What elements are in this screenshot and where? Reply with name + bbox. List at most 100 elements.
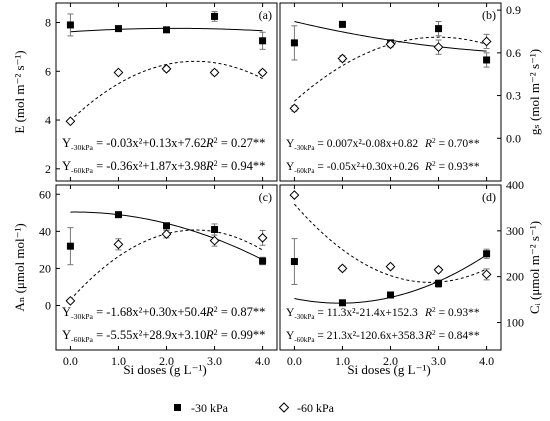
r-squared-60kpa: R2 = 0.84** bbox=[424, 328, 480, 342]
data-point-60kpa bbox=[433, 42, 444, 53]
data-point-30kpa bbox=[387, 291, 394, 299]
equation-60kpa: Y-60kPa = -0.05x²+0.30x+0.26 bbox=[286, 161, 419, 175]
data-point-30kpa bbox=[163, 26, 170, 34]
y-tick-label: 200 bbox=[506, 270, 524, 284]
panel-label: (d) bbox=[482, 190, 496, 204]
y-tick-label: 400 bbox=[506, 178, 524, 192]
data-point-30kpa bbox=[211, 225, 219, 233]
data-point-60kpa bbox=[161, 229, 172, 240]
y-axis-title: Cᵢ (μmol m⁻² s⁻¹) bbox=[527, 221, 542, 314]
y-tick-label: 0 bbox=[45, 299, 51, 313]
plot-frame bbox=[55, 184, 278, 351]
y-axis-title: gₛ (mol m⁻² s⁻¹) bbox=[527, 49, 542, 135]
x-tick-label: 1.0 bbox=[111, 354, 126, 368]
r-squared-60kpa: R2 = 0.94** bbox=[205, 159, 265, 173]
data-point-60kpa bbox=[481, 269, 492, 280]
data-point-60kpa bbox=[385, 261, 396, 272]
data-point-60kpa bbox=[385, 39, 396, 50]
plot-frame bbox=[279, 2, 502, 182]
r-squared-60kpa: R2 = 0.93** bbox=[424, 159, 480, 173]
x-tick-label: 4.0 bbox=[479, 354, 494, 368]
y-tick-label: 2 bbox=[45, 162, 51, 176]
data-point-60kpa bbox=[481, 36, 492, 47]
data-point-60kpa bbox=[337, 263, 348, 274]
x-tick-label: 3.0 bbox=[431, 354, 446, 368]
data-point-60kpa bbox=[257, 232, 268, 243]
data-point-60kpa bbox=[209, 67, 220, 78]
data-point-30kpa bbox=[290, 39, 298, 47]
data-point-30kpa bbox=[259, 257, 267, 265]
r-squared-60kpa: R2 = 0.99** bbox=[205, 328, 265, 342]
y-tick-label: 20 bbox=[39, 261, 51, 275]
x-tick-label: 0.0 bbox=[287, 354, 302, 368]
equation-30kpa: Y-30kPa = -0.03x²+0.13x+7.62 bbox=[62, 136, 206, 152]
data-point-30kpa bbox=[211, 12, 219, 20]
legend-marker-filled-square bbox=[174, 404, 181, 411]
data-point-60kpa bbox=[161, 63, 172, 74]
data-point-30kpa bbox=[290, 258, 298, 266]
panel-4: 0.0 1.0 2.0 3.0 4.0 100 200 300 400 Cᵢ (μmol m⁻² … bbox=[279, 178, 542, 368]
equation-60kpa: Y-60kPa = -0.36x²+1.87x+3.98 bbox=[62, 159, 206, 175]
y-tick-label: 40 bbox=[39, 224, 51, 238]
data-point-30kpa bbox=[259, 37, 267, 45]
r-squared-30kpa: R2 = 0.27** bbox=[205, 136, 265, 150]
data-point-30kpa bbox=[435, 280, 443, 288]
data-point-30kpa bbox=[338, 20, 346, 28]
r-squared-30kpa: R2 = 0.87** bbox=[205, 305, 265, 319]
data-point-60kpa bbox=[289, 103, 300, 114]
y-tick-label: 100 bbox=[506, 316, 524, 330]
data-point-30kpa bbox=[66, 21, 74, 29]
data-point-60kpa bbox=[113, 67, 124, 78]
data-point-30kpa bbox=[483, 250, 491, 258]
legend-marker-open-diamond bbox=[278, 402, 290, 413]
y-tick-label: 300 bbox=[506, 224, 524, 238]
y-tick-label: 8 bbox=[45, 16, 51, 30]
panel-label: (b) bbox=[482, 8, 496, 22]
y-axis-title: E (mol m⁻² s⁻¹) bbox=[12, 50, 27, 133]
fit-line-60kpa bbox=[70, 229, 263, 301]
legend-label-30kpa: -30 kPa bbox=[191, 401, 229, 415]
x-tick-label: 1.0 bbox=[335, 354, 350, 368]
equation-60kpa: Y-60kPa = 21.3x²-120.6x+358.3 bbox=[286, 330, 424, 344]
x-axis-title-right: Si doses (g L⁻¹) bbox=[347, 362, 430, 377]
y-tick-label: 0.3 bbox=[506, 89, 521, 103]
data-point-60kpa bbox=[433, 264, 444, 275]
y-tick-label: 0.9 bbox=[506, 3, 521, 17]
legend-label-60kpa: -60 kPa bbox=[297, 401, 335, 415]
data-point-30kpa bbox=[435, 25, 443, 33]
data-point-60kpa bbox=[65, 295, 76, 306]
equation-60kpa: Y-60kPa = -5.55x²+28.9x+3.10 bbox=[62, 328, 206, 344]
panel-2: 0.0 0.3 0.6 0.9 gₛ (mol m⁻² s⁻¹) (b) Y-30kPa =… bbox=[279, 2, 542, 182]
r-squared-30kpa: R2 = 0.70** bbox=[424, 136, 480, 150]
data-point-60kpa bbox=[209, 235, 220, 246]
y-tick-label: 4 bbox=[45, 113, 51, 127]
panels-layer: 2 4 6 8 E (mol m⁻² s⁻¹) (a) Y-30kPa = -0.03x²+… bbox=[12, 2, 542, 368]
panel-label: (a) bbox=[259, 8, 272, 22]
data-point-60kpa bbox=[257, 67, 268, 78]
x-axis-title-left: Si doses (g L⁻¹) bbox=[123, 362, 206, 377]
x-tick-label: 3.0 bbox=[207, 354, 222, 368]
x-tick-label: 0.0 bbox=[63, 354, 78, 368]
r-squared-30kpa: R2 = 0.93** bbox=[424, 305, 480, 319]
y-tick-label: 0.6 bbox=[506, 46, 521, 60]
equation-30kpa: Y-30kPa = 11.3x²-21.4x+152.3 bbox=[286, 307, 418, 321]
y-tick-label: 60 bbox=[39, 187, 51, 201]
y-axis-title: Aₙ (μmol mol⁻¹) bbox=[12, 223, 27, 311]
equation-30kpa: Y-30kPa = -1.68x²+0.30x+50.4 bbox=[62, 305, 207, 321]
data-point-60kpa bbox=[113, 239, 124, 250]
y-tick-label: 6 bbox=[45, 64, 51, 78]
data-point-30kpa bbox=[66, 242, 74, 250]
x-tick-label: 2.0 bbox=[383, 354, 398, 368]
data-point-30kpa bbox=[483, 56, 491, 64]
y-tick-label: 0.0 bbox=[506, 131, 521, 145]
panel-3: 0.0 1.0 2.0 3.0 4.0 0 20 40 60 Aₙ (μmol mol⁻¹) (c)… bbox=[12, 184, 278, 368]
panel-1: 2 4 6 8 E (mol m⁻² s⁻¹) (a) Y-30kPa = -0.03x²+… bbox=[12, 2, 278, 182]
data-point-30kpa bbox=[163, 222, 170, 230]
data-point-60kpa bbox=[289, 190, 300, 200]
data-point-30kpa bbox=[338, 299, 346, 307]
panel-label: (c) bbox=[259, 190, 272, 204]
equation-30kpa: Y-30kPa = 0.007x²-0.08x+0.82 bbox=[286, 138, 418, 152]
legend: -30 kPa -60 kPa bbox=[174, 401, 335, 415]
fit-line-60kpa bbox=[294, 203, 487, 283]
